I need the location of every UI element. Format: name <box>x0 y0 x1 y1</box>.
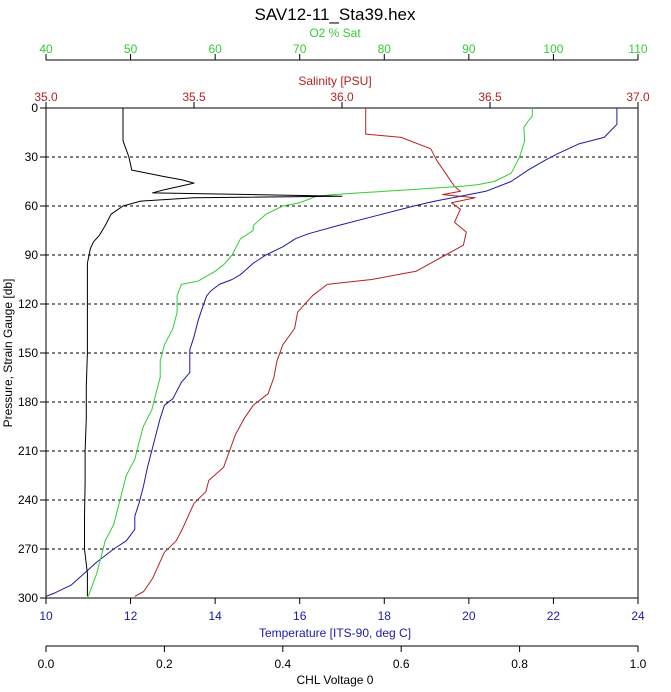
o2-profile-line <box>87 108 533 597</box>
chl-tick-label: 0.8 <box>511 657 528 671</box>
temperature-axis: 10 12 14 16 18 20 22 24 Temperature [ITS-90, deg… <box>39 597 645 640</box>
temp-tick-label: 12 <box>124 609 138 623</box>
sal-axis-label: Salinity [PSU] <box>298 74 371 88</box>
sal-tick-label: 36.5 <box>478 90 502 104</box>
pressure-tick-label: 0 <box>31 101 38 115</box>
temp-tick-label: 20 <box>462 609 476 623</box>
o2-axis-label: O2 % Sat <box>309 26 361 40</box>
o2-tick-label: 110 <box>628 42 647 56</box>
salinity-axis: 35.0 35.5 36.0 36.5 37.0 Salinity [PSU] <box>34 74 650 109</box>
temp-tick-label: 16 <box>293 609 307 623</box>
pressure-tick-label: 300 <box>18 591 38 605</box>
o2-tick-label: 90 <box>462 42 476 56</box>
sal-tick-label: 35.0 <box>34 90 58 104</box>
chl-tick-label: 1.0 <box>630 657 647 671</box>
gridlines <box>46 156 638 550</box>
plot-series <box>45 108 618 597</box>
pressure-tick-label: 60 <box>25 199 39 213</box>
temp-tick-label: 10 <box>39 609 53 623</box>
o2-tick-label: 60 <box>208 42 222 56</box>
o2-tick-label: 50 <box>124 42 138 56</box>
pressure-tick-label: 240 <box>18 493 38 507</box>
chl-tick-label: 0.4 <box>274 657 291 671</box>
pressure-tick-label: 90 <box>25 248 39 262</box>
temp-tick-label: 14 <box>208 609 222 623</box>
sal-tick-label: 36.0 <box>330 90 354 104</box>
chl-profile-line <box>84 108 343 597</box>
o2-axis: 40 50 60 70 80 90 100 110 O2 % Sat <box>39 26 648 61</box>
temp-axis-label: Temperature [ITS-90, deg C] <box>259 626 411 640</box>
sal-tick-label: 37.0 <box>626 90 650 104</box>
sal-tick-label: 35.5 <box>182 90 206 104</box>
temp-profile-line <box>45 108 618 597</box>
o2-tick-label: 100 <box>543 42 563 56</box>
chl-axis: 0.0 0.2 0.4 0.6 0.8 1.0 CHL Voltage 0 <box>38 645 647 687</box>
chl-tick-label: 0.2 <box>156 657 173 671</box>
pressure-axis: 0 30 60 90 120 150 180 210 240 270 300 <box>18 101 46 605</box>
pressure-tick-label: 120 <box>18 297 38 311</box>
chl-tick-label: 0.6 <box>393 657 410 671</box>
o2-tick-label: 40 <box>39 42 53 56</box>
pressure-tick-label: 180 <box>18 395 38 409</box>
chl-tick-label: 0.0 <box>38 657 55 671</box>
temp-tick-label: 18 <box>378 609 392 623</box>
pressure-axis-label: Pressure, Strain Gauge [db] <box>1 279 15 428</box>
chart-title: SAV12-11_Sta39.hex <box>255 5 416 24</box>
o2-tick-label: 70 <box>293 42 307 56</box>
temp-tick-label: 22 <box>547 609 561 623</box>
pressure-tick-label: 30 <box>25 150 39 164</box>
chl-axis-label: CHL Voltage 0 <box>297 673 374 687</box>
temp-tick-label: 24 <box>631 609 645 623</box>
o2-tick-label: 80 <box>378 42 392 56</box>
pressure-tick-label: 150 <box>18 346 38 360</box>
pressure-tick-label: 270 <box>18 542 38 556</box>
sal-profile-line <box>134 108 476 597</box>
pressure-tick-label: 210 <box>18 444 38 458</box>
